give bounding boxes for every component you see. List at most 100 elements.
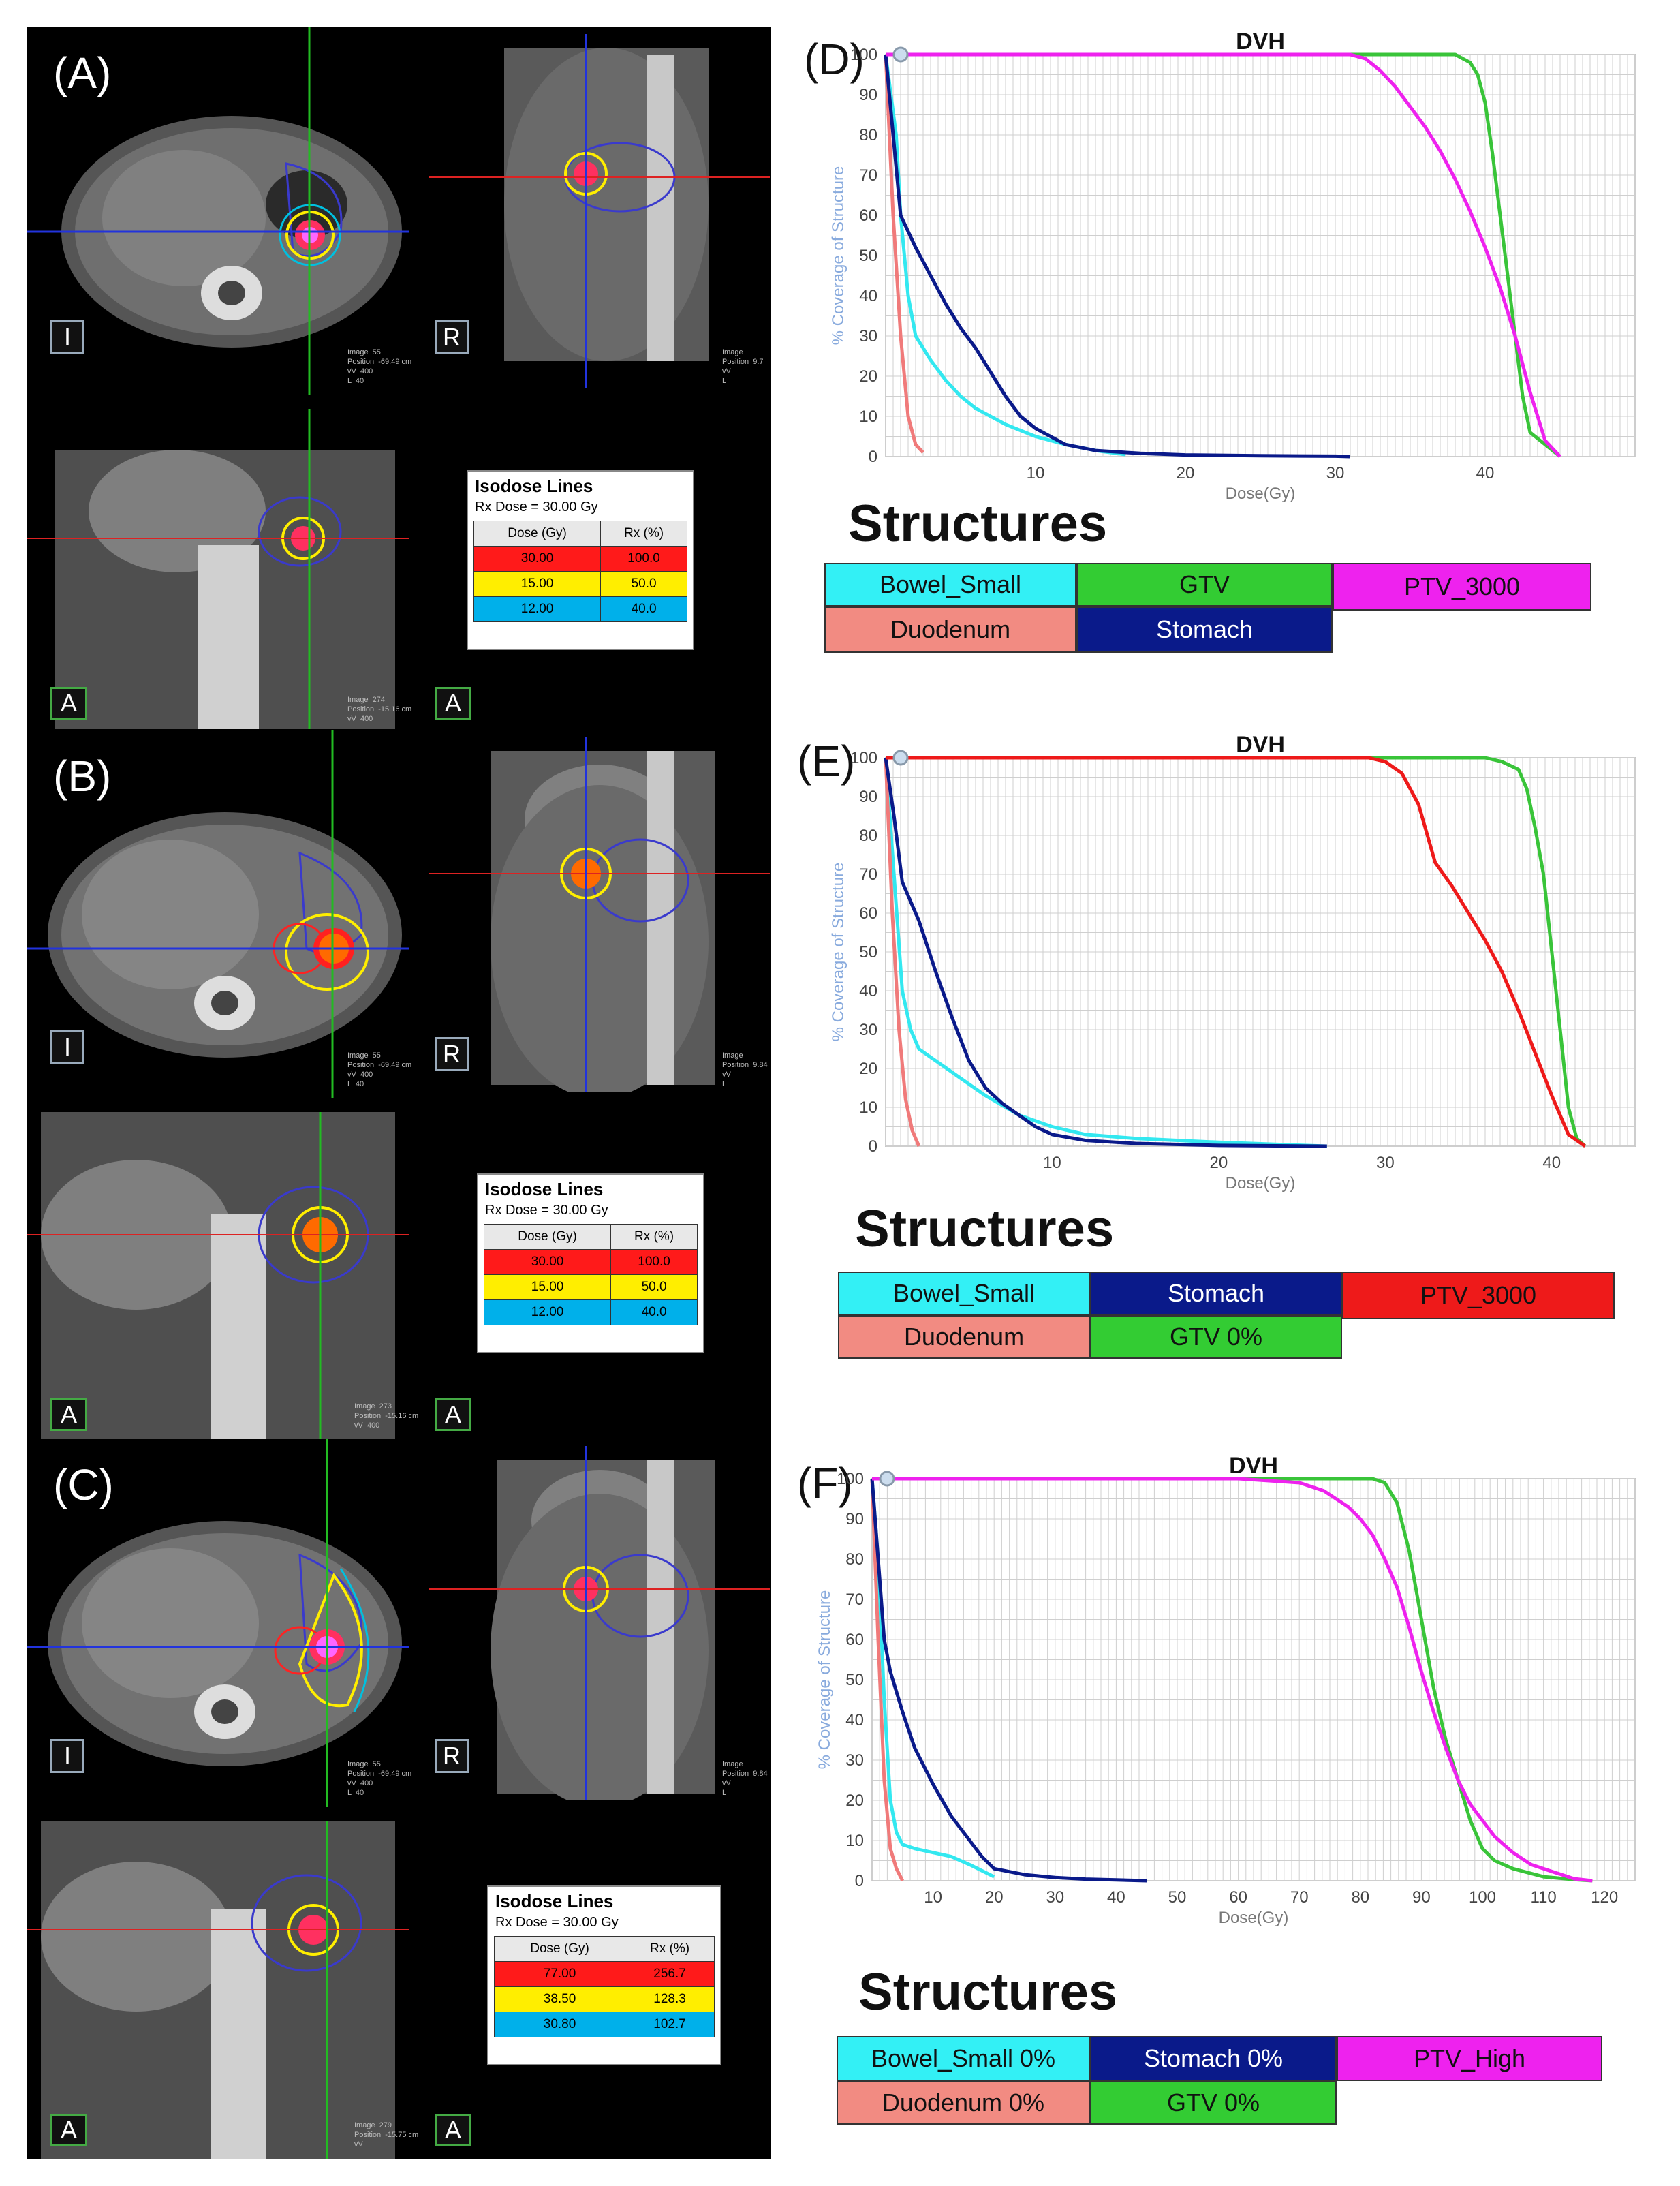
x-tick-label: 90 <box>1412 1888 1431 1907</box>
y-tick-label: 70 <box>845 1590 864 1609</box>
orientation-marker: R <box>435 320 469 354</box>
cursor-marker <box>892 750 909 766</box>
chart-title: DVH <box>1229 1453 1278 1479</box>
image-info: Image 274 Position -15.16 cm vV 400 <box>347 696 412 723</box>
dose-cell: 15.00 <box>473 571 602 597</box>
y-tick-label: 20 <box>859 1060 877 1078</box>
legend-gtv: GTV 0% <box>1090 2081 1337 2125</box>
image-info: Image Position 9.84 vV L <box>722 1760 768 1797</box>
col-header: Dose (Gy) <box>493 1936 626 1962</box>
image-info: Image 279 Position -15.75 cm vV <box>354 2121 419 2149</box>
y-tick-label: 0 <box>869 1137 877 1156</box>
y-tick-label: 100 <box>850 749 877 767</box>
y-tick-label: 60 <box>845 1631 864 1649</box>
rx-cell: 50.0 <box>600 571 687 597</box>
y-tick-label: 80 <box>859 126 877 144</box>
x-tick-label: 10 <box>924 1888 942 1907</box>
y-tick-label: 70 <box>859 865 877 884</box>
orientation-marker: A <box>50 2114 87 2146</box>
panel-b-label: (B) <box>53 752 112 801</box>
cursor-marker <box>879 1471 895 1487</box>
x-tick-label: 10 <box>1043 1154 1061 1172</box>
legend-bowel-small: Bowel_Small <box>824 563 1076 606</box>
y-tick-label: 100 <box>850 46 877 64</box>
orientation-marker: A <box>50 1398 87 1431</box>
legend-gtv: GTV <box>1076 563 1333 606</box>
dose-cell: 30.00 <box>483 1249 612 1275</box>
isodose-legend: Isodose Lines Rx Dose = 30.00 Gy Dose (G… <box>487 1885 721 2065</box>
legend-bowel-small: Bowel_Small <box>838 1272 1090 1315</box>
series-line-ptv-3000 <box>886 756 1587 1148</box>
x-tick-label: 60 <box>1229 1888 1247 1907</box>
dvh-chart-e: 0 10 20 30 40 50 60 70 80 90 100 10 20 30 40 DVH Dose(Gy… <box>829 732 1636 1192</box>
dose-cell: 12.00 <box>473 596 602 622</box>
legend-stomach: Stomach <box>1076 606 1333 653</box>
y-tick-label: 30 <box>859 327 877 345</box>
ct-sagittal-view <box>429 737 770 1092</box>
legend-duodenum: Duodenum <box>838 1315 1090 1359</box>
ct-coronal-view <box>27 1112 409 1439</box>
series-line-stomach <box>884 54 1351 459</box>
series-line-duodenum-0- <box>870 1478 905 1882</box>
ct-axial-view <box>27 730 409 1098</box>
isodose-table: Dose (Gy) Rx (%) 30.00 100.0 15.00 50.0 12.… <box>473 521 687 622</box>
x-tick-label: 40 <box>1107 1888 1125 1907</box>
series-line-stomach <box>884 757 1327 1148</box>
ct-panel-a: (A) I Image 55 Position -69.49 cm vV 400… <box>27 27 771 730</box>
rx-cell: 102.7 <box>625 2012 715 2037</box>
ct-axial-view <box>27 27 409 395</box>
y-tick-label: 40 <box>859 287 877 305</box>
chart-title: DVH <box>1236 732 1285 758</box>
image-info: Image 55 Position -69.49 cm vV 400 L 40 <box>347 348 412 385</box>
x-tick-label: 80 <box>1351 1888 1369 1907</box>
dose-cell: 77.00 <box>493 1961 626 1987</box>
rx-cell: 50.0 <box>610 1274 698 1300</box>
x-tick-label: 20 <box>1177 464 1195 482</box>
isodose-title: Isodose Lines <box>495 1891 614 1911</box>
series-line-gtv-0- <box>872 1477 1593 1883</box>
image-info: Image Position 9.7 vV L <box>722 348 764 385</box>
rx-cell: 40.0 <box>610 1299 698 1325</box>
y-tick-label: 90 <box>845 1510 864 1528</box>
image-info: Image 55 Position -69.49 cm vV 400 L 40 <box>347 1051 412 1088</box>
orientation-marker: A <box>50 687 87 720</box>
isodose-table: Dose (Gy) Rx (%) 77.00 256.7 38.50 128.3 30… <box>493 1936 715 2037</box>
legend-ptv-3000: PTV_3000 <box>1342 1272 1615 1319</box>
y-tick-label: 20 <box>859 367 877 386</box>
panel-c-label: (C) <box>53 1460 114 1509</box>
isodose-legend: Isodose Lines Rx Dose = 30.00 Gy Dose (G… <box>467 470 694 650</box>
legend-ptv-high: PTV_High <box>1337 2036 1602 2081</box>
y-axis-label: % Coverage of Structure <box>829 166 847 345</box>
dose-cell: 30.80 <box>493 2012 626 2037</box>
rx-cell: 256.7 <box>625 1961 715 1987</box>
dose-cell: 15.00 <box>483 1274 612 1300</box>
legend-duodenum: Duodenum <box>824 606 1076 653</box>
orientation-marker: I <box>50 1739 84 1773</box>
orientation-marker: R <box>435 1739 469 1773</box>
y-tick-label: 10 <box>859 407 877 426</box>
ct-coronal-view <box>27 409 409 729</box>
x-axis-label: Dose(Gy) <box>1219 1909 1289 1927</box>
x-tick-label: 10 <box>1027 464 1045 482</box>
x-tick-label: 50 <box>1168 1888 1187 1907</box>
y-tick-label: 70 <box>859 166 877 185</box>
rx-dose: Rx Dose = 30.00 Gy <box>495 1915 619 1930</box>
rx-dose: Rx Dose = 30.00 Gy <box>485 1203 608 1218</box>
x-axis-label: Dose(Gy) <box>1226 1174 1296 1192</box>
x-tick-label: 20 <box>1210 1154 1228 1172</box>
y-tick-label: 50 <box>859 247 877 265</box>
panel-a-label: (A) <box>53 48 112 97</box>
series-line-bowel-small <box>884 757 1327 1148</box>
orientation-marker: A <box>435 1398 471 1431</box>
y-tick-label: 50 <box>845 1671 864 1689</box>
x-tick-label: 40 <box>1476 464 1495 482</box>
legend-bowel-small: Bowel_Small 0% <box>837 2036 1090 2081</box>
y-tick-label: 0 <box>855 1872 864 1890</box>
y-tick-label: 10 <box>859 1098 877 1117</box>
legend-stomach: Stomach <box>1090 1272 1342 1315</box>
y-axis-label: % Coverage of Structure <box>829 863 847 1042</box>
col-header: Dose (Gy) <box>473 521 602 546</box>
rx-cell: 100.0 <box>600 546 687 572</box>
y-tick-label: 0 <box>869 448 877 466</box>
series-line-duodenum <box>884 757 921 1147</box>
